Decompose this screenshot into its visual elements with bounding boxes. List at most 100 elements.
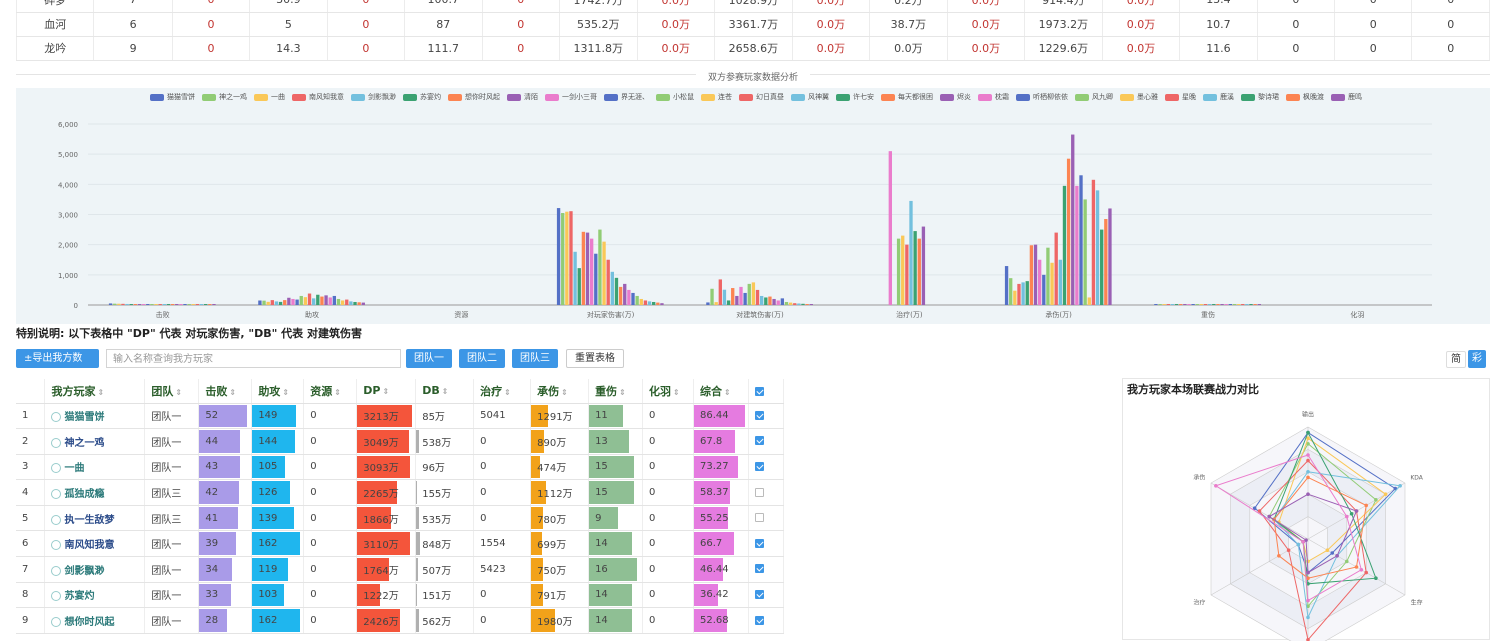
bar[interactable] (199, 304, 204, 305)
bar[interactable] (340, 300, 345, 305)
legend-item[interactable]: 幻日真昼 (739, 92, 784, 102)
col-huayu[interactable]: 化羽 ⇕ (642, 379, 694, 404)
row-select-cell[interactable] (748, 607, 785, 634)
bar[interactable] (735, 295, 739, 305)
bar[interactable] (1100, 229, 1104, 305)
legend-item[interactable]: 烬炎 (940, 92, 971, 102)
bar[interactable] (1208, 304, 1212, 305)
bar[interactable] (561, 213, 565, 305)
row-checkbox[interactable] (754, 461, 764, 471)
col-db[interactable]: DB ⇕ (415, 379, 475, 404)
bar[interactable] (345, 299, 349, 305)
bar[interactable] (714, 302, 718, 305)
bar[interactable] (283, 300, 287, 305)
radar-point[interactable] (1306, 470, 1310, 474)
bar[interactable] (1199, 304, 1204, 305)
bar[interactable] (1087, 297, 1091, 305)
bar[interactable] (278, 301, 283, 305)
bar[interactable] (1166, 304, 1170, 305)
radar-point[interactable] (1306, 442, 1310, 446)
bar[interactable] (175, 304, 179, 305)
bar[interactable] (660, 303, 664, 305)
radar-point[interactable] (1306, 559, 1310, 564)
bar[interactable] (137, 304, 142, 305)
bar[interactable] (108, 303, 113, 305)
bar[interactable] (349, 301, 353, 305)
bar[interactable] (751, 282, 756, 305)
bar[interactable] (258, 300, 262, 305)
radar-point[interactable] (1306, 475, 1310, 480)
bar[interactable] (627, 289, 631, 305)
bar[interactable] (598, 229, 602, 305)
bar[interactable] (909, 200, 913, 305)
bar[interactable] (117, 303, 121, 305)
radar-point[interactable] (1286, 548, 1291, 552)
radar-point[interactable] (1267, 514, 1272, 519)
player-name-cell[interactable]: 神之一鸡 (44, 428, 146, 455)
bar[interactable] (1079, 175, 1083, 305)
bar[interactable] (1075, 185, 1079, 305)
radar-point[interactable] (1364, 503, 1368, 508)
col-assist[interactable]: 助攻 ⇕ (251, 379, 305, 404)
bar[interactable] (581, 231, 586, 305)
radar-point[interactable] (1374, 576, 1378, 580)
row-select-cell[interactable] (748, 505, 785, 532)
bar[interactable] (1017, 283, 1021, 305)
legend-item[interactable]: 风九卿 (1075, 92, 1113, 102)
bar[interactable] (312, 298, 316, 305)
bar[interactable] (768, 296, 772, 305)
bar[interactable] (639, 298, 643, 305)
col-heal[interactable]: 治疗 ⇕ (473, 379, 532, 404)
bar[interactable] (905, 244, 909, 305)
bar[interactable] (556, 208, 561, 305)
bar[interactable] (1203, 304, 1208, 305)
legend-item[interactable]: 神之一鸡 (202, 92, 247, 102)
select-all-checkbox[interactable] (754, 386, 764, 396)
bar[interactable] (594, 253, 598, 305)
bar[interactable] (121, 303, 125, 305)
legend-item[interactable]: 听栖柳依依 (1016, 92, 1068, 102)
bar[interactable] (726, 300, 731, 305)
bar[interactable] (1249, 304, 1253, 305)
radar-point[interactable] (1301, 540, 1305, 544)
bar[interactable] (656, 302, 660, 305)
bar[interactable] (141, 304, 146, 305)
bar[interactable] (569, 211, 573, 305)
bar[interactable] (150, 304, 154, 305)
export-button[interactable]: ±导出我方数据 (16, 349, 99, 383)
radar-point[interactable] (1306, 492, 1310, 496)
bar[interactable] (1174, 304, 1179, 305)
bar[interactable] (793, 303, 797, 305)
bar[interactable] (179, 304, 183, 305)
bar[interactable] (1095, 190, 1100, 305)
legend-item[interactable]: 星晚 (1165, 92, 1196, 102)
legend-item[interactable]: 风神翼 (791, 92, 829, 102)
bar[interactable] (901, 235, 905, 305)
team1-filter-button[interactable]: 团队一 (406, 349, 452, 368)
bar[interactable] (618, 286, 623, 305)
bar[interactable] (623, 283, 627, 305)
bar[interactable] (1154, 304, 1158, 305)
bar[interactable] (146, 304, 150, 305)
bar[interactable] (183, 304, 187, 305)
bar[interactable] (602, 241, 606, 305)
player-name-cell[interactable]: 南风知我意 (44, 530, 146, 558)
table-row[interactable]: 7 剑影飘渺 团队一 34 119 0 1764万 507万 5423 750万 16 0 46.44 (16, 556, 785, 583)
bar[interactable] (913, 231, 917, 305)
bar[interactable] (1195, 304, 1199, 305)
bar[interactable] (1241, 304, 1245, 305)
bar[interactable] (336, 298, 341, 305)
radar-point[interactable] (1383, 492, 1388, 496)
row-checkbox[interactable] (754, 410, 764, 420)
bar[interactable] (809, 304, 813, 305)
table-row[interactable]: 6 南风知我意 团队一 39 162 0 3110万 848万 1554 699万 14 0 66.7 (16, 530, 785, 558)
radar-point[interactable] (1296, 542, 1301, 547)
bar[interactable] (287, 297, 291, 305)
bar[interactable] (635, 295, 639, 305)
bar[interactable] (1083, 199, 1087, 305)
row-select-cell[interactable] (748, 582, 785, 609)
bar[interactable] (710, 288, 714, 305)
row-checkbox[interactable] (754, 615, 764, 625)
bar[interactable] (162, 304, 167, 305)
reset-table-button[interactable]: 重置表格 (566, 349, 624, 368)
